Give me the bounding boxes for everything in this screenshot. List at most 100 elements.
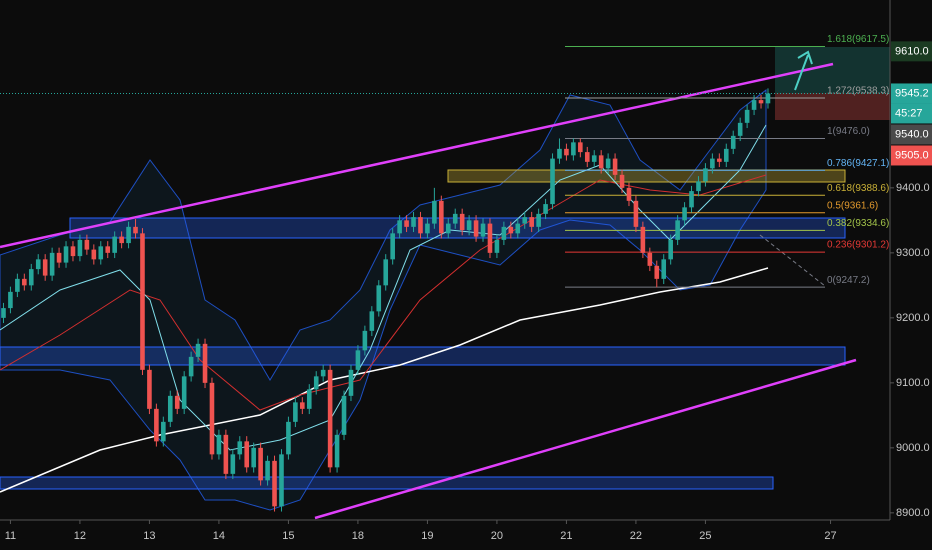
support-zone xyxy=(0,476,774,490)
ma-200 xyxy=(0,267,769,493)
candle-body xyxy=(605,158,611,169)
ma-red xyxy=(0,174,767,411)
candle-body xyxy=(42,259,48,276)
y-tick-label: 8900.0 xyxy=(896,507,930,519)
candle-body xyxy=(654,265,660,279)
candle-body xyxy=(675,220,680,240)
y-tick-label: 9000.0 xyxy=(896,442,930,454)
candle-body xyxy=(334,434,340,468)
candle-body xyxy=(751,100,757,110)
candle-body xyxy=(258,447,263,481)
candle-body xyxy=(411,217,416,227)
candle-body xyxy=(355,350,361,370)
candle-body xyxy=(306,389,312,409)
price-label: 9505.0 xyxy=(895,149,929,161)
candle-body xyxy=(404,220,409,227)
candle-body xyxy=(647,252,653,266)
candle-body xyxy=(265,460,270,481)
candle-body xyxy=(744,109,750,123)
price-label: 9545.2 xyxy=(895,87,929,99)
fib-label: 0.5(9361.6) xyxy=(827,200,878,211)
candle-body xyxy=(167,395,173,422)
price-axis xyxy=(890,0,932,550)
x-tick-label: 20 xyxy=(491,530,503,542)
candle-body xyxy=(418,217,423,234)
candle-body xyxy=(584,152,590,162)
fib-label: 0(9247.2) xyxy=(827,275,870,286)
candle-body xyxy=(536,213,541,227)
y-tick-label: 9100.0 xyxy=(896,377,930,389)
candle-body xyxy=(223,434,229,474)
candle-body xyxy=(522,217,528,224)
candle-body xyxy=(376,285,382,312)
fib-trend xyxy=(759,234,826,287)
candle-body xyxy=(140,233,145,370)
candle-body xyxy=(508,226,514,234)
candle-body xyxy=(598,155,604,169)
channel-upper xyxy=(0,62,834,249)
candle-body xyxy=(529,217,534,227)
candle-body xyxy=(439,200,444,234)
x-tick-label: 27 xyxy=(824,530,836,542)
x-tick-label: 21 xyxy=(560,530,572,542)
candle-body xyxy=(300,402,305,409)
x-tick-label: 13 xyxy=(143,530,155,542)
candle-body xyxy=(515,223,521,234)
candle-body xyxy=(70,246,76,257)
fib-label: 1.618(9617.5) xyxy=(827,34,889,45)
candle-body xyxy=(195,343,201,357)
fib-label: 0.786(9427.1) xyxy=(827,158,889,169)
candle-body xyxy=(730,135,736,149)
target-box xyxy=(775,47,890,93)
candle-body xyxy=(452,213,458,224)
candle-body xyxy=(723,148,729,162)
candle-body xyxy=(578,142,583,153)
resistance-zone xyxy=(447,169,846,183)
candle-body xyxy=(8,291,13,309)
channel-lower xyxy=(314,358,857,520)
candle-body xyxy=(22,278,27,286)
candle-body xyxy=(286,421,291,455)
fib-label: 0.382(9334.6) xyxy=(827,218,889,229)
fib-label: 0.618(9388.6) xyxy=(827,183,889,194)
price-label: 9610.0 xyxy=(895,45,929,57)
candle-body xyxy=(181,376,187,409)
candle-body xyxy=(209,382,215,455)
countdown-box xyxy=(891,103,932,124)
candle-body xyxy=(244,441,250,468)
candle-body xyxy=(1,308,6,318)
y-tick-label: 9400.0 xyxy=(896,182,930,194)
candle-body xyxy=(216,434,222,455)
candle-body xyxy=(640,226,646,253)
candle-body xyxy=(717,158,722,162)
x-tick-label: 14 xyxy=(213,530,225,542)
fib-label: 1(9476.0) xyxy=(827,126,870,137)
candle-body xyxy=(133,226,138,234)
candle-body xyxy=(77,239,83,257)
candle-body xyxy=(154,408,159,442)
candle-body xyxy=(15,278,20,292)
price-label-box xyxy=(891,145,932,166)
candle-body xyxy=(91,249,97,260)
x-tick-label: 18 xyxy=(352,530,364,542)
candle-body xyxy=(112,236,117,253)
candle-body xyxy=(619,174,625,188)
candle-body xyxy=(425,223,430,234)
candle-body xyxy=(188,356,194,377)
target-arrow xyxy=(794,50,813,91)
candle-body xyxy=(383,259,389,286)
candle-body xyxy=(49,252,55,276)
candle-body xyxy=(564,148,569,156)
candle-body xyxy=(703,168,708,182)
x-tick-label: 12 xyxy=(74,530,86,542)
candle-body xyxy=(56,252,62,263)
candle-body xyxy=(126,226,131,244)
candle-body xyxy=(202,343,208,383)
candle-body xyxy=(174,395,180,409)
candle-body xyxy=(543,204,548,214)
candle-body xyxy=(369,311,375,331)
candle-body xyxy=(487,223,493,253)
candle-body xyxy=(293,402,298,422)
candle-body xyxy=(710,158,715,169)
